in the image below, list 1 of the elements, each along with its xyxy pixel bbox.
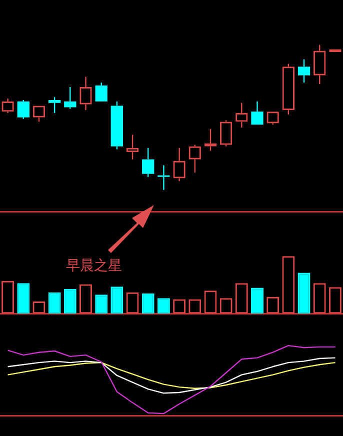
annotation: 早晨之星 — [66, 257, 122, 275]
